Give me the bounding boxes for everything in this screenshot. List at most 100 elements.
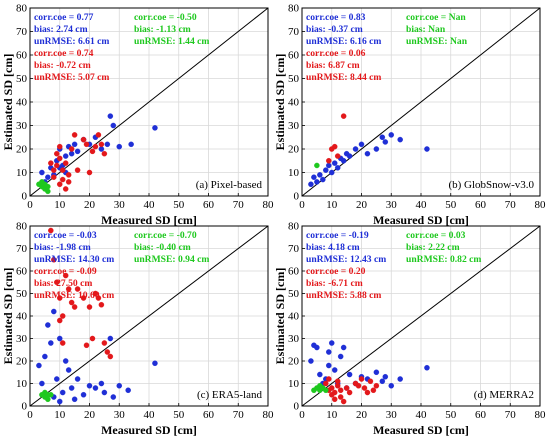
red-point — [340, 398, 347, 405]
blue-point — [128, 141, 134, 148]
x-tick-label: 60 — [475, 199, 487, 211]
panel-3: 00 10 10 20 20 30 30 40 40 50 50 60 60 70 70 80 80 corr.c… — [1, 221, 274, 438]
blue-point — [379, 378, 386, 384]
y-tick-label: 60 — [16, 266, 28, 278]
stats-red: unRMSE: 5.07 cm — [34, 72, 109, 83]
green-point — [42, 389, 48, 396]
y-tick-label: 20 — [288, 356, 300, 368]
blue-point — [68, 150, 75, 157]
red-point — [89, 148, 96, 155]
one-to-one-line — [29, 225, 269, 407]
stats-green: unRMSE: Nan — [406, 36, 468, 47]
x-tick-label: 70 — [233, 409, 245, 421]
blue-point — [326, 349, 332, 355]
blue-point — [314, 179, 320, 185]
blue-point — [311, 174, 317, 180]
y-tick-label: 10 — [16, 167, 28, 179]
blue-point — [358, 141, 365, 148]
y-tick-label: 80 — [288, 3, 300, 15]
blue-point — [388, 382, 394, 389]
x-axis-label: Measured SD [cm] — [373, 213, 469, 227]
red-point — [355, 382, 362, 389]
x-axis-label: Measured SD [cm] — [373, 423, 469, 437]
x-tick-label: 60 — [475, 409, 487, 421]
red-point — [65, 286, 72, 292]
x-tick-label: 50 — [445, 409, 457, 421]
blue-point — [379, 134, 386, 140]
y-tick-label: 30 — [288, 333, 300, 345]
x-tick-label: 80 — [535, 199, 547, 211]
blue-point — [346, 371, 353, 378]
blue-point — [98, 380, 105, 387]
blue-point — [317, 371, 323, 378]
stats-blue: unRMSE: 6.16 cm — [306, 36, 381, 47]
y-tick-label: 40 — [16, 97, 28, 109]
panel-2: 00 10 10 20 20 30 30 40 40 50 50 60 60 70 70 80 80 corr.c… — [273, 3, 546, 228]
blue-point — [424, 364, 430, 371]
red-point — [101, 340, 108, 346]
x-tick-label: 0 — [299, 199, 305, 211]
blue-point — [74, 376, 81, 382]
red-point — [367, 378, 374, 384]
panel-label: (a) Pixel-based — [196, 179, 263, 191]
red-point — [104, 349, 111, 355]
red-point — [346, 389, 353, 396]
y-tick-label: 40 — [288, 311, 300, 323]
red-point — [57, 155, 63, 162]
red-point — [337, 394, 344, 400]
red-point — [57, 143, 63, 150]
blue-point — [340, 344, 347, 351]
red-point — [51, 167, 57, 173]
x-tick-label: 70 — [505, 199, 517, 211]
panel-label: (c) ERA5-land — [197, 389, 263, 401]
blue-point — [340, 157, 347, 164]
stats-green: bias: -0.40 cm — [134, 242, 191, 253]
x-tick-label: 30 — [386, 409, 398, 421]
green-point — [314, 162, 320, 169]
x-axis-label: Measured SD [cm] — [101, 423, 197, 437]
y-tick-label: 80 — [288, 221, 300, 233]
stats-blue: corr.coe = 0.83 — [306, 12, 366, 23]
y-tick-label: 30 — [16, 120, 28, 132]
y-tick-label: 10 — [288, 378, 300, 390]
y-tick-label: 60 — [288, 266, 300, 278]
blue-point — [320, 176, 326, 183]
red-point — [62, 272, 69, 279]
red-point — [62, 160, 69, 166]
blue-point — [314, 344, 320, 351]
blue-point — [323, 167, 329, 173]
y-tick-label: 60 — [288, 50, 300, 62]
x-tick-label: 20 — [356, 409, 368, 421]
red-point — [57, 295, 63, 301]
y-tick-label: 80 — [16, 221, 28, 233]
stats-red: corr.coe = 0.74 — [34, 48, 94, 59]
y-tick-label: 20 — [288, 144, 300, 156]
y-tick-label: 30 — [16, 333, 28, 345]
blue-point — [373, 369, 380, 375]
blue-point — [65, 367, 72, 373]
red-point — [80, 136, 87, 143]
blue-point — [104, 141, 111, 148]
y-tick-label: 40 — [288, 97, 300, 109]
red-point — [68, 146, 75, 152]
red-point — [107, 353, 114, 360]
blue-point — [331, 367, 338, 373]
blue-point — [326, 362, 332, 369]
red-point — [71, 132, 78, 138]
stats-green: corr.coe = 0.03 — [406, 230, 466, 241]
red-point — [59, 167, 66, 173]
x-tick-label: 80 — [535, 409, 547, 421]
y-tick-label: 20 — [16, 356, 28, 368]
stats-red: bias: -0.72 cm — [34, 60, 91, 71]
stats-green: unRMSE: 0.82 cm — [406, 254, 481, 265]
blue-point — [373, 146, 380, 152]
red-point — [86, 169, 93, 176]
red-point — [86, 304, 93, 310]
red-point — [57, 317, 63, 324]
stats-blue: bias: -1.98 cm — [34, 242, 91, 253]
red-point — [83, 342, 90, 348]
red-point — [323, 380, 329, 387]
red-point — [80, 295, 87, 301]
x-tick-label: 0 — [27, 199, 33, 211]
